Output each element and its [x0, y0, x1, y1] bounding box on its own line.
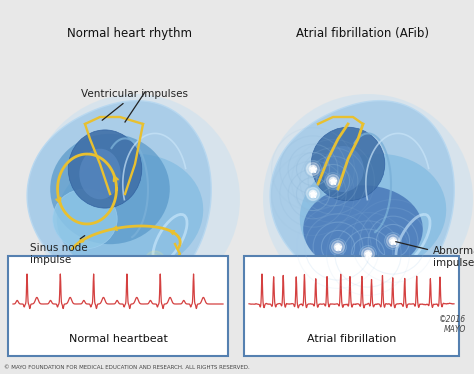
Circle shape — [307, 187, 319, 200]
Circle shape — [336, 245, 340, 249]
Text: Atrial fibrillation (AFib): Atrial fibrillation (AFib) — [297, 27, 429, 40]
Text: Sinus node
impulse: Sinus node impulse — [30, 236, 88, 265]
Bar — [244, 256, 459, 356]
Text: Atrial fibrillation: Atrial fibrillation — [307, 334, 396, 344]
Circle shape — [149, 255, 161, 267]
Polygon shape — [27, 101, 211, 297]
Circle shape — [329, 177, 337, 185]
Text: Normal heartbeat: Normal heartbeat — [69, 334, 167, 344]
Circle shape — [327, 175, 339, 187]
Ellipse shape — [263, 94, 473, 304]
Text: Abnormal
impulse: Abnormal impulse — [396, 242, 474, 268]
Ellipse shape — [68, 130, 142, 208]
Circle shape — [366, 252, 370, 256]
Text: Ventricular impulses: Ventricular impulses — [82, 89, 189, 120]
Circle shape — [311, 192, 315, 196]
Text: Normal heart rhythm: Normal heart rhythm — [67, 27, 192, 40]
Circle shape — [331, 179, 335, 183]
Ellipse shape — [79, 149, 121, 199]
Circle shape — [310, 190, 317, 198]
Bar — [8, 256, 228, 356]
Circle shape — [145, 251, 165, 271]
Ellipse shape — [311, 127, 385, 201]
Circle shape — [152, 258, 158, 264]
Circle shape — [362, 248, 374, 260]
Circle shape — [307, 163, 319, 175]
Polygon shape — [270, 101, 454, 297]
Circle shape — [391, 239, 395, 243]
Ellipse shape — [57, 154, 203, 274]
Circle shape — [365, 250, 372, 258]
Circle shape — [387, 234, 400, 248]
Ellipse shape — [50, 134, 170, 244]
Circle shape — [389, 237, 397, 245]
Circle shape — [310, 165, 317, 173]
Circle shape — [311, 167, 315, 171]
Ellipse shape — [30, 94, 240, 304]
Text: © MAYO FOUNDATION FOR MEDICAL EDUCATION AND RESEARCH. ALL RIGHTS RESERVED.: © MAYO FOUNDATION FOR MEDICAL EDUCATION … — [4, 365, 250, 370]
Ellipse shape — [53, 189, 117, 249]
Text: ©2016
MAYO: ©2016 MAYO — [439, 315, 466, 334]
Ellipse shape — [300, 154, 446, 274]
Circle shape — [334, 243, 342, 251]
Ellipse shape — [322, 146, 364, 192]
Circle shape — [331, 240, 345, 254]
Ellipse shape — [303, 185, 423, 273]
